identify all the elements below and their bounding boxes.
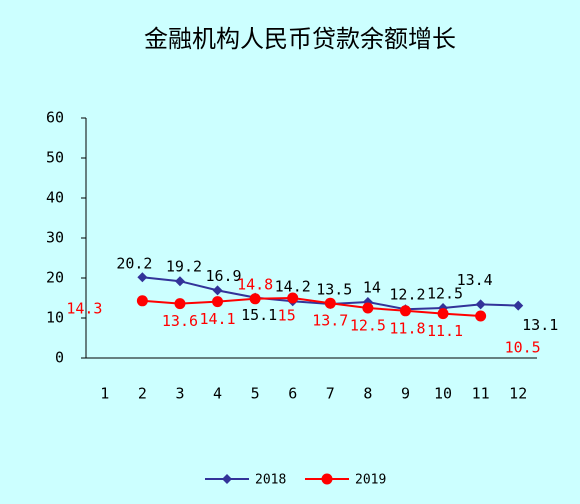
data-label: 11.8: [389, 319, 425, 337]
marker: [362, 302, 374, 314]
data-label: 14.2: [275, 278, 311, 296]
marker: [137, 272, 148, 283]
x-tick-label: 4: [213, 385, 222, 403]
marker: [399, 305, 411, 317]
y-tick-label: 0: [55, 349, 64, 367]
marker: [249, 293, 261, 305]
marker: [287, 292, 299, 304]
marker: [174, 276, 185, 287]
data-label: 14.1: [199, 310, 235, 328]
legend-label: 2019: [355, 473, 386, 488]
data-label: 15: [278, 307, 296, 325]
data-label: 10.5: [505, 339, 541, 357]
data-label: 14.3: [66, 299, 102, 317]
x-tick-label: 8: [363, 385, 372, 403]
legend-marker: [321, 473, 333, 485]
marker: [174, 298, 186, 310]
y-tick-label: 10: [46, 309, 64, 327]
x-tick-label: 5: [251, 385, 260, 403]
data-label: 14.8: [237, 275, 273, 293]
marker: [136, 295, 148, 307]
x-tick-label: 11: [472, 385, 490, 403]
data-label: 13.5: [316, 281, 352, 299]
x-tick-label: 12: [509, 385, 527, 403]
marker: [475, 299, 486, 310]
y-tick-label: 30: [46, 229, 64, 247]
data-label: 15.1: [241, 306, 277, 324]
x-tick-label: 1: [100, 385, 109, 403]
x-tick-label: 6: [288, 385, 297, 403]
marker: [513, 300, 524, 311]
data-label: 12.5: [350, 317, 386, 335]
x-tick-label: 9: [401, 385, 410, 403]
y-tick-label: 50: [46, 149, 64, 167]
x-tick-label: 10: [434, 385, 452, 403]
marker: [212, 296, 224, 308]
data-label: 16.9: [205, 267, 241, 285]
x-tick-label: 2: [138, 385, 147, 403]
data-label: 14: [363, 279, 381, 297]
marker: [475, 310, 487, 322]
data-label: 11.1: [427, 322, 463, 340]
legend-marker: [222, 474, 232, 484]
y-tick-label: 60: [46, 109, 64, 127]
data-label: 19.2: [166, 258, 202, 276]
marker: [437, 308, 449, 320]
data-label: 12.2: [389, 286, 425, 304]
x-tick-label: 3: [175, 385, 184, 403]
x-tick-label: 7: [326, 385, 335, 403]
legend-label: 2018: [255, 473, 286, 488]
chart-title: 金融机构人民币贷款余额增长: [144, 25, 456, 53]
y-tick-label: 20: [46, 269, 64, 287]
marker: [212, 285, 223, 296]
series-line: [142, 296, 481, 317]
data-label: 20.2: [116, 255, 152, 273]
data-label: 12.5: [427, 285, 463, 303]
data-label: 13.1: [522, 316, 558, 334]
y-tick-label: 40: [46, 189, 64, 207]
data-label: 13.6: [162, 312, 198, 330]
data-label: 13.7: [312, 312, 348, 330]
marker: [324, 297, 336, 309]
data-label: 13.4: [457, 271, 493, 289]
